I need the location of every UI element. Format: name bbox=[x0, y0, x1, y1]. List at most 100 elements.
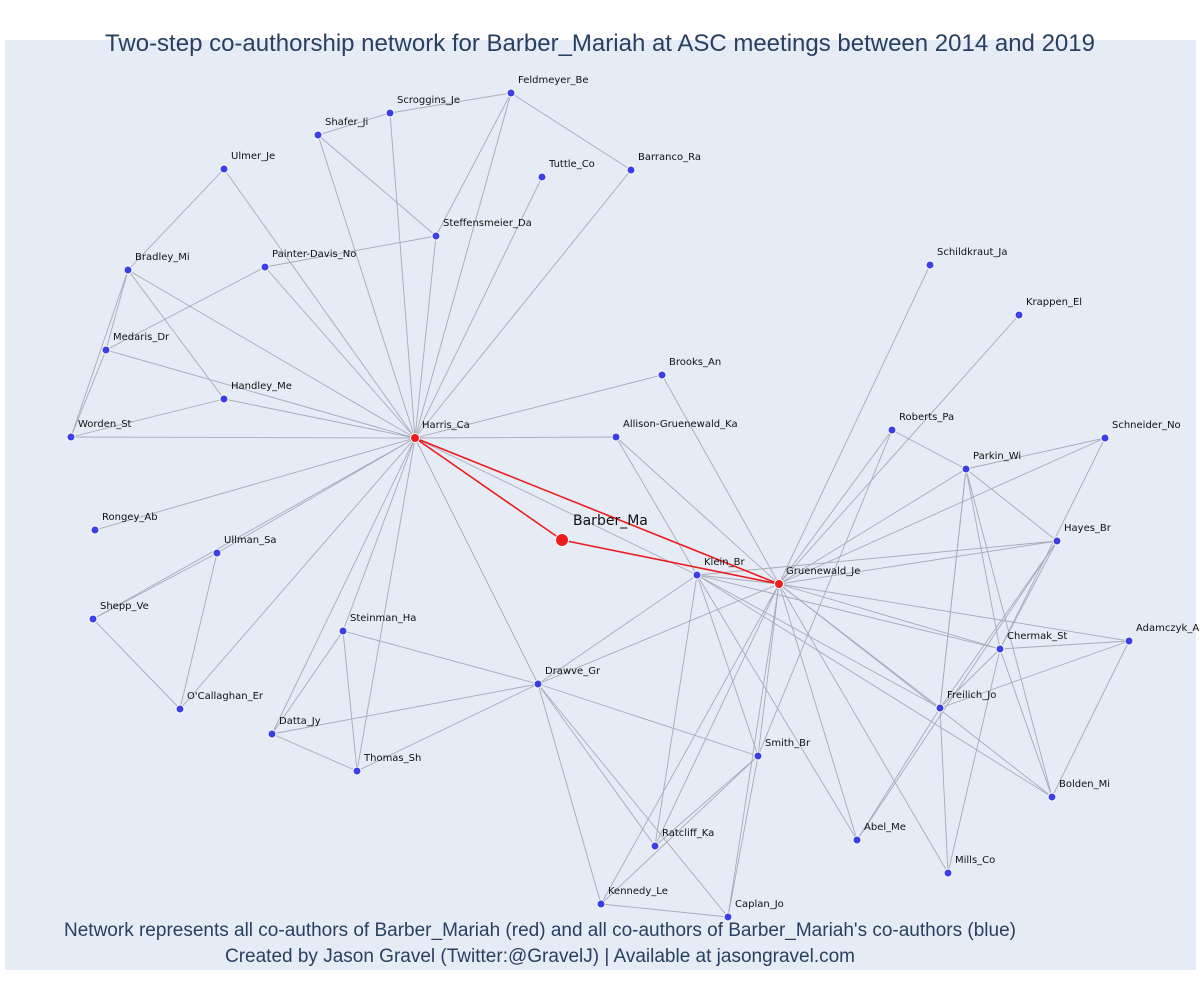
edge-gruenewald-je-schneider-no bbox=[779, 438, 1105, 584]
node-abel-me[interactable] bbox=[853, 836, 861, 844]
node-painter-davis-no[interactable] bbox=[261, 263, 269, 271]
caption-line-1: Network represents all co-authors of Bar… bbox=[0, 918, 1080, 944]
edge-freilich-jo-hayes-br bbox=[940, 541, 1057, 708]
node-barranco-ra[interactable] bbox=[627, 166, 635, 174]
node-ullman-sa[interactable] bbox=[213, 549, 221, 557]
node-datta-jy[interactable] bbox=[268, 730, 276, 738]
node-harris-ca[interactable] bbox=[411, 434, 420, 443]
node-bolden-mi[interactable] bbox=[1048, 793, 1056, 801]
edge-harris-ca-worden-st bbox=[71, 437, 415, 438]
node-label-harris-ca: Harris_Ca bbox=[422, 420, 470, 431]
node-label-mills-co: Mills_Co bbox=[955, 855, 995, 866]
caption: Network represents all co-authors of Bar… bbox=[0, 918, 1080, 970]
edge-drawve-gr-smith-br bbox=[538, 684, 758, 756]
edge-klein-br-smith-br bbox=[697, 575, 758, 756]
node-label-parkin-wi: Parkin_Wi bbox=[973, 451, 1021, 462]
node-label-krappen-el: Krappen_El bbox=[1026, 297, 1082, 308]
node-label-ullman-sa: Ullman_Sa bbox=[224, 535, 277, 546]
node-krappen-el[interactable] bbox=[1015, 311, 1023, 319]
node-worden-st[interactable] bbox=[67, 433, 75, 441]
edge-freilich-jo-mills-co bbox=[940, 708, 948, 873]
edge-handley-me-worden-st bbox=[71, 399, 224, 437]
edge-barber-ma-gruenewald-je bbox=[562, 540, 779, 584]
node-chermak-st[interactable] bbox=[996, 645, 1004, 653]
node-roberts-pa[interactable] bbox=[888, 426, 896, 434]
edge-gruenewald-je-adamczyk-a bbox=[779, 584, 1129, 641]
node-label-steffensmeier-da: Steffensmeier_Da bbox=[443, 218, 532, 229]
edge-feldmeyer-be-steffensmeier-da bbox=[436, 93, 511, 236]
node-label-ratcliff-ka: Ratcliff_Ka bbox=[662, 828, 714, 839]
node-parkin-wi[interactable] bbox=[962, 465, 970, 473]
node-label-kennedy-le: Kennedy_Le bbox=[608, 886, 668, 897]
node-label-medaris-dr: Medaris_Dr bbox=[113, 332, 170, 343]
node-medaris-dr[interactable] bbox=[102, 346, 110, 354]
edge-harris-ca-shafer-ji bbox=[318, 135, 415, 438]
node-feldmeyer-be[interactable] bbox=[507, 89, 515, 97]
node-label-barranco-ra: Barranco_Ra bbox=[638, 152, 701, 163]
node-label-o-callaghan-er: O'Callaghan_Er bbox=[187, 691, 264, 702]
node-shepp-ve[interactable] bbox=[89, 615, 97, 623]
node-label-adamczyk-a: Adamczyk_A bbox=[1136, 623, 1199, 634]
node-freilich-jo[interactable] bbox=[936, 704, 944, 712]
node-thomas-sh[interactable] bbox=[353, 767, 361, 775]
edge-steinman-ha-drawve-gr bbox=[343, 631, 538, 684]
node-shafer-ji[interactable] bbox=[314, 131, 322, 139]
node-tuttle-co[interactable] bbox=[538, 173, 546, 181]
node-drawve-gr[interactable] bbox=[534, 680, 542, 688]
edge-klein-br-allison-gruenewald-ka bbox=[616, 437, 697, 575]
edge-harris-ca-bradley-mi bbox=[128, 270, 415, 438]
node-label-bradley-mi: Bradley_Mi bbox=[135, 252, 190, 263]
edges-layer bbox=[71, 93, 1129, 917]
caption-line-2: Created by Jason Gravel (Twitter:@Gravel… bbox=[0, 944, 1080, 970]
node-mills-co[interactable] bbox=[944, 869, 952, 877]
edge-drawve-gr-caplan-jo bbox=[538, 684, 728, 917]
node-label-ulmer-je: Ulmer_Je bbox=[231, 151, 275, 162]
node-label-shepp-ve: Shepp_Ve bbox=[100, 601, 149, 612]
edge-harris-ca-allison-gruenewald-ka bbox=[415, 437, 616, 438]
node-label-worden-st: Worden_St bbox=[78, 419, 132, 430]
node-steffensmeier-da[interactable] bbox=[432, 232, 440, 240]
edge-klein-br-freilich-jo bbox=[697, 575, 940, 708]
node-scroggins-je[interactable] bbox=[386, 109, 394, 117]
edge-klein-br-hayes-br bbox=[697, 541, 1057, 575]
edge-gruenewald-je-hayes-br bbox=[779, 541, 1057, 584]
node-schneider-no[interactable] bbox=[1101, 434, 1109, 442]
node-label-chermak-st: Chermak_St bbox=[1007, 631, 1067, 642]
edge-ullman-sa-o-callaghan-er bbox=[180, 553, 217, 709]
node-label-bolden-mi: Bolden_Mi bbox=[1059, 779, 1110, 790]
edge-gruenewald-je-kennedy-le bbox=[601, 584, 779, 904]
edge-drawve-gr-ratcliff-ka bbox=[538, 684, 655, 846]
node-handley-me[interactable] bbox=[220, 395, 228, 403]
node-ulmer-je[interactable] bbox=[220, 165, 228, 173]
edge-gruenewald-je-abel-me bbox=[779, 584, 857, 840]
node-label-smith-br: Smith_Br bbox=[765, 738, 811, 749]
node-rongey-ab[interactable] bbox=[91, 526, 99, 534]
node-barber-ma[interactable] bbox=[556, 534, 569, 547]
node-schildkraut-ja[interactable] bbox=[926, 261, 934, 269]
node-label-roberts-pa: Roberts_Pa bbox=[899, 412, 954, 423]
node-hayes-br[interactable] bbox=[1053, 537, 1061, 545]
node-gruenewald-je[interactable] bbox=[775, 580, 784, 589]
node-adamczyk-a[interactable] bbox=[1125, 637, 1133, 645]
node-ratcliff-ka[interactable] bbox=[651, 842, 659, 850]
edge-harris-ca-barranco-ra bbox=[415, 170, 631, 438]
edge-klein-br-ratcliff-ka bbox=[655, 575, 697, 846]
node-label-klein-br: Klein_Br bbox=[704, 557, 745, 568]
edge-harris-ca-feldmeyer-be bbox=[415, 93, 511, 438]
edge-gruenewald-je-brooks-an bbox=[662, 375, 779, 584]
node-brooks-an[interactable] bbox=[658, 371, 666, 379]
node-label-steinman-ha: Steinman_Ha bbox=[350, 613, 416, 624]
node-steinman-ha[interactable] bbox=[339, 627, 347, 635]
node-kennedy-le[interactable] bbox=[597, 900, 605, 908]
node-klein-br[interactable] bbox=[693, 571, 701, 579]
node-label-freilich-jo: Freilich_Jo bbox=[947, 690, 996, 701]
node-bradley-mi[interactable] bbox=[124, 266, 132, 274]
edge-gruenewald-je-roberts-pa bbox=[779, 430, 892, 584]
node-label-caplan-jo: Caplan_Jo bbox=[735, 899, 784, 910]
node-allison-gruenewald-ka[interactable] bbox=[612, 433, 620, 441]
edge-harris-ca-steinman-ha bbox=[343, 438, 415, 631]
node-o-callaghan-er[interactable] bbox=[176, 705, 184, 713]
node-smith-br[interactable] bbox=[754, 752, 762, 760]
edge-harris-ca-datta-jy bbox=[272, 438, 415, 734]
